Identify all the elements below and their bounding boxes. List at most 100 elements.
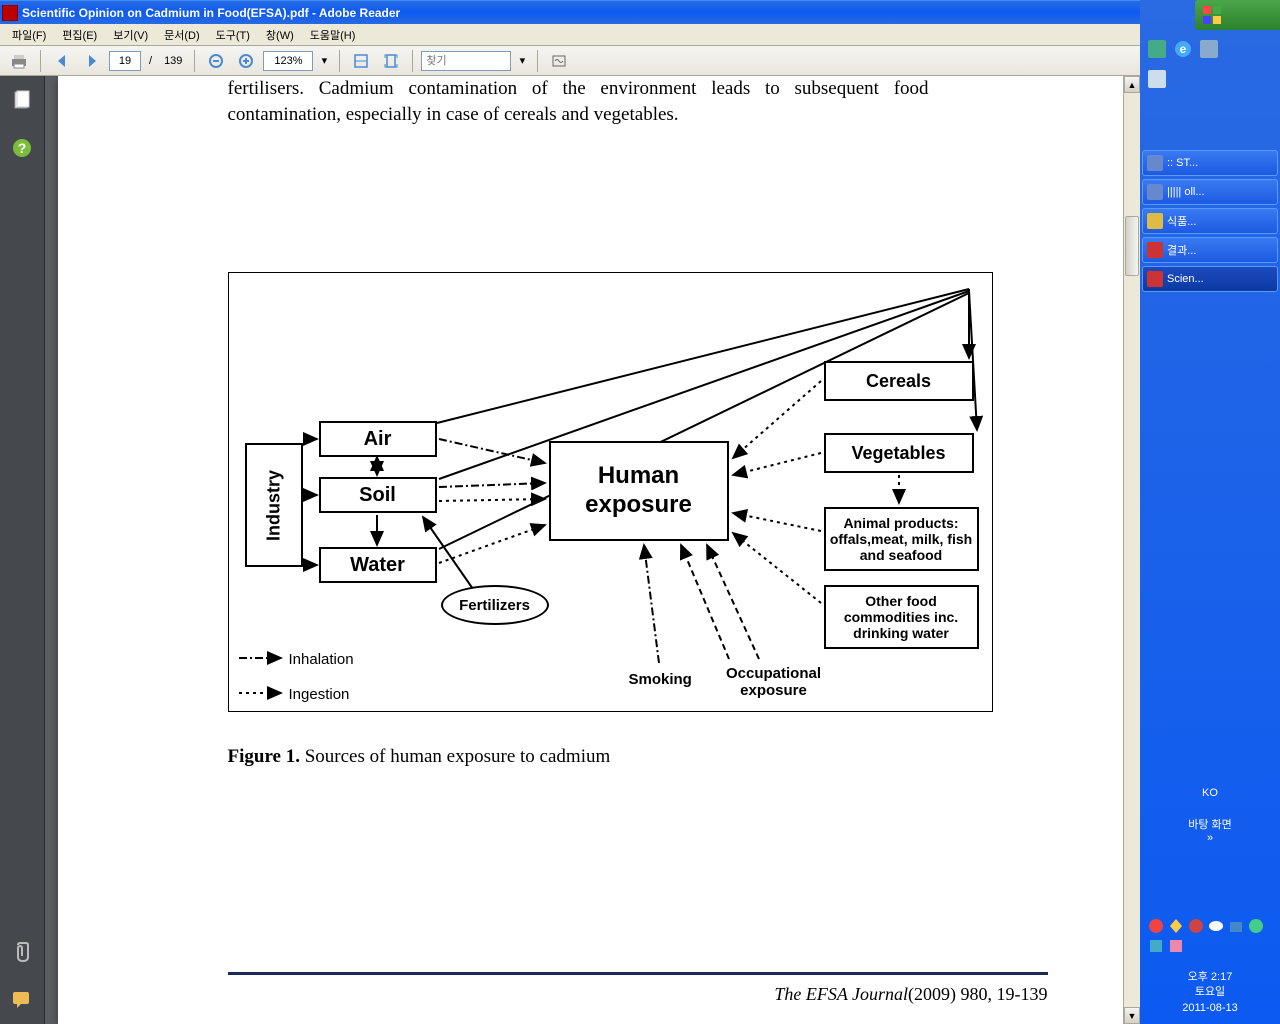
task-label: :: ST... bbox=[1167, 157, 1198, 169]
body-line-2: contamination, especially in case of cer… bbox=[228, 102, 1048, 128]
task-label: 식품... bbox=[1167, 213, 1196, 229]
menu-edit[interactable]: 편집(E) bbox=[54, 25, 105, 45]
task-button-1[interactable]: ||||| oll... bbox=[1142, 179, 1278, 205]
task-icon bbox=[1147, 271, 1163, 287]
scroll-down-button[interactable]: ▼ bbox=[1124, 1007, 1140, 1024]
menubar: 파일(F) 편집(E) 보기(V) 문서(D) 도구(T) 창(W) 도움말(H… bbox=[0, 24, 1280, 46]
figure-label: Figure 1. bbox=[228, 746, 300, 767]
show-desktop-label[interactable]: 바탕 화면 » bbox=[1140, 816, 1280, 844]
task-icon bbox=[1147, 184, 1163, 200]
footer-text: The EFSA Journal(2009) 980, 19-139 bbox=[228, 984, 1048, 1005]
show-desktop-icon[interactable] bbox=[1148, 40, 1166, 58]
tray-icon-1[interactable] bbox=[1148, 918, 1164, 934]
pdf-icon bbox=[2, 5, 18, 21]
tray-icon-5[interactable] bbox=[1228, 918, 1244, 934]
menu-window[interactable]: 창(W) bbox=[258, 25, 302, 45]
quick-launch: e bbox=[1148, 40, 1218, 58]
zoom-dropdown-button[interactable]: ▾ bbox=[317, 49, 331, 73]
zoom-input[interactable] bbox=[263, 51, 313, 71]
menu-help[interactable]: 도움말(H) bbox=[302, 25, 364, 45]
print-button[interactable] bbox=[6, 49, 32, 73]
language-indicator[interactable]: KO bbox=[1140, 787, 1280, 799]
figure-1: Industry Air Soil Water Human exposure Cereal… bbox=[228, 272, 993, 712]
menu-document[interactable]: 문서(D) bbox=[156, 25, 208, 45]
menu-file[interactable]: 파일(F) bbox=[4, 25, 54, 45]
nav-sidebar: ? bbox=[0, 76, 45, 1024]
tray-icon-7[interactable] bbox=[1148, 938, 1164, 954]
pages-panel-button[interactable] bbox=[8, 86, 36, 114]
body-text: fertilisers. Cadmium contamination of th… bbox=[228, 76, 1048, 127]
menu-tools[interactable]: 도구(T) bbox=[208, 25, 258, 45]
tray-icon-2[interactable] bbox=[1168, 918, 1184, 934]
main-area: ? fertilisers. Cadmium contamination of … bbox=[0, 76, 1140, 1024]
tray-icon-3[interactable] bbox=[1188, 918, 1204, 934]
footer-rule bbox=[228, 972, 1048, 975]
tray-icon-4[interactable] bbox=[1208, 918, 1224, 934]
clock[interactable]: 오후 2:17 토요일 2011-08-13 bbox=[1140, 970, 1280, 1016]
occupational-label: Occupational exposure bbox=[719, 666, 829, 699]
help-panel-button[interactable]: ? bbox=[8, 134, 36, 162]
find-dropdown-button[interactable]: ▾ bbox=[515, 49, 529, 73]
titlebar: Scientific Opinion on Cadmium in Food(EF… bbox=[0, 0, 1280, 24]
human-node: Human exposure bbox=[549, 441, 729, 541]
start-button[interactable] bbox=[1195, 0, 1280, 30]
water-node: Water bbox=[319, 547, 437, 583]
task-button-4[interactable]: Scien... bbox=[1142, 266, 1278, 292]
tray-icon-6[interactable] bbox=[1248, 918, 1264, 934]
system-tray bbox=[1148, 918, 1268, 954]
page-number-input[interactable] bbox=[109, 51, 141, 71]
vegetables-node: Vegetables bbox=[824, 433, 974, 473]
find-input[interactable] bbox=[421, 51, 511, 71]
clock-time: 오후 2:17 bbox=[1140, 970, 1280, 985]
figure-caption-text: Sources of human exposure to cadmium bbox=[300, 746, 610, 767]
task-button-3[interactable]: 결과... bbox=[1142, 237, 1278, 263]
cereals-node: Cereals bbox=[824, 361, 974, 401]
fit-page-button[interactable] bbox=[378, 49, 404, 73]
task-icon bbox=[1147, 213, 1163, 229]
task-icon bbox=[1147, 242, 1163, 258]
other-node: Other food commodities inc. drinking wat… bbox=[824, 585, 979, 649]
window-title: Scientific Opinion on Cadmium in Food(EF… bbox=[22, 6, 1208, 20]
document-viewport[interactable]: fertilisers. Cadmium contamination of th… bbox=[45, 76, 1140, 1024]
sign-button[interactable] bbox=[546, 49, 572, 73]
task-button-0[interactable]: :: ST... bbox=[1142, 150, 1278, 176]
task-button-2[interactable]: 식품... bbox=[1142, 208, 1278, 234]
footer-ref: (2009) 980, 19-139 bbox=[908, 984, 1047, 1004]
scroll-up-button[interactable]: ▲ bbox=[1124, 76, 1140, 93]
zoom-in-button[interactable] bbox=[233, 49, 259, 73]
clock-day: 토요일 bbox=[1140, 985, 1280, 1000]
industry-node: Industry bbox=[245, 443, 303, 567]
attachments-panel-button[interactable] bbox=[8, 938, 36, 966]
animal-node: Animal products: offals,meat, milk, fish… bbox=[824, 507, 979, 571]
task-icon bbox=[1147, 155, 1163, 171]
soil-node: Soil bbox=[319, 477, 437, 513]
tray-icon-8[interactable] bbox=[1168, 938, 1184, 954]
pdf-page: fertilisers. Cadmium contamination of th… bbox=[58, 76, 1128, 1024]
menu-view[interactable]: 보기(V) bbox=[105, 25, 156, 45]
scroll-thumb[interactable] bbox=[1125, 216, 1139, 276]
ie-icon[interactable]: e bbox=[1174, 40, 1192, 58]
ingestion-legend: Ingestion bbox=[289, 686, 350, 703]
smoking-label: Smoking bbox=[629, 671, 692, 688]
vertical-scrollbar[interactable]: ▲ ▼ bbox=[1123, 76, 1140, 1024]
next-page-button[interactable] bbox=[79, 49, 105, 73]
toolbar: / 139 ▾ ▾ bbox=[0, 46, 1280, 76]
desktop-shortcut-icon[interactable] bbox=[1148, 70, 1166, 88]
air-node: Air bbox=[319, 421, 437, 457]
body-line-1: fertilisers. Cadmium contamination of th… bbox=[228, 76, 1048, 102]
fit-width-button[interactable] bbox=[348, 49, 374, 73]
clock-date: 2011-08-13 bbox=[1140, 1001, 1280, 1016]
task-buttons-group: :: ST...||||| oll...식품...결과...Scien... bbox=[1142, 150, 1278, 295]
inhalation-legend: Inhalation bbox=[289, 651, 354, 668]
svg-text:e: e bbox=[1180, 42, 1187, 56]
prev-page-button[interactable] bbox=[49, 49, 75, 73]
comments-panel-button[interactable] bbox=[8, 986, 36, 1014]
app-icon[interactable] bbox=[1200, 40, 1218, 58]
page-separator: / bbox=[145, 55, 156, 67]
windows-taskbar: e :: ST...||||| oll...식품...결과...Scien...… bbox=[1140, 0, 1280, 1024]
task-label: ||||| oll... bbox=[1167, 186, 1205, 198]
task-label: 결과... bbox=[1167, 242, 1196, 258]
footer-journal: The EFSA Journal bbox=[774, 984, 908, 1004]
total-pages: 139 bbox=[160, 55, 186, 67]
zoom-out-button[interactable] bbox=[203, 49, 229, 73]
